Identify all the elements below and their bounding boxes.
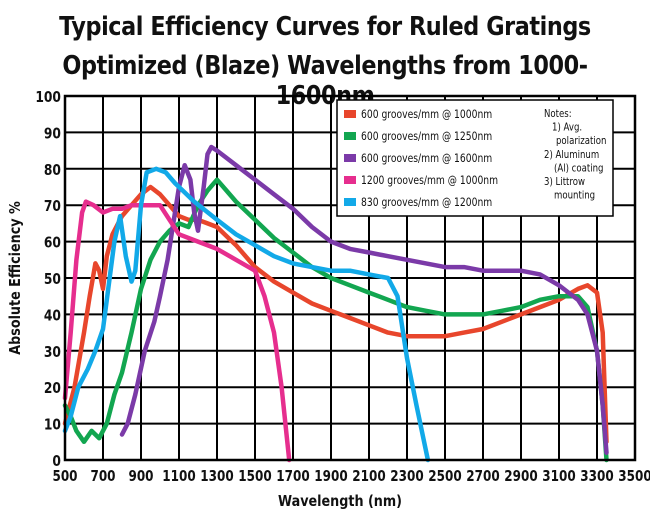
series-line-2 <box>62 177 609 463</box>
legend-note: 3) Littrow <box>544 176 585 188</box>
legend-label: 1200 grooves/mm @ 1000nm <box>361 174 498 187</box>
tick-labels: 500 700 900 1100 1300 1500 1700 1900 2100 2300 250… <box>35 89 650 486</box>
y-axis-label: Absolute Efficiency % <box>7 201 24 355</box>
x-tick-label: 3500 <box>618 468 650 486</box>
x-tick-label: 500 <box>52 468 77 486</box>
x-tick-label: 3100 <box>542 468 575 486</box>
legend-swatch <box>344 154 356 162</box>
chart-title: Typical Efficiency Curves for Ruled Grat… <box>59 12 591 42</box>
legend-swatch <box>344 132 356 140</box>
chart-subtitle: Optimized (Blaze) Wavelengths from 1000-… <box>62 51 588 111</box>
x-tick-label: 3300 <box>580 468 613 486</box>
legend-label: 600 grooves/mm @ 1600nm <box>361 152 492 165</box>
y-tick-label: 70 <box>44 198 61 215</box>
y-tick-label: 30 <box>44 344 61 361</box>
x-tick-label: 2300 <box>390 468 423 486</box>
legend-note: 1) Avg. <box>552 122 582 134</box>
legend-notes: Notes: 1) Avg.polarization 2) Aluminum(Al)… <box>544 108 606 202</box>
x-tick-label: 1100 <box>162 468 195 486</box>
y-tick-label: 40 <box>44 307 61 324</box>
legend-label: 830 grooves/mm @ 1200nm <box>361 196 492 209</box>
x-tick-label: 2700 <box>466 468 499 486</box>
series-lines <box>62 144 609 463</box>
y-tick-label: 20 <box>44 380 61 397</box>
y-tick-label: 0 <box>52 453 61 470</box>
series-line-3 <box>119 144 609 455</box>
legend: 600 grooves/mm @ 1000nm 600 grooves/mm @ … <box>336 99 614 217</box>
y-tick-label: 80 <box>44 162 61 179</box>
legend-swatch <box>344 198 356 206</box>
legend-note: Notes: <box>544 108 572 120</box>
y-tick-label: 10 <box>44 416 61 433</box>
x-tick-label: 2500 <box>428 468 461 486</box>
series-line-1 <box>62 184 609 445</box>
x-tick-label: 1300 <box>200 468 233 486</box>
x-tick-label: 1700 <box>276 468 309 486</box>
series-line-4 <box>62 199 292 463</box>
y-tick-label: 90 <box>44 125 61 142</box>
x-tick-label: 900 <box>128 468 153 486</box>
plot-frame <box>63 94 637 462</box>
x-tick-label: 1500 <box>238 468 271 486</box>
y-tick-label: 100 <box>35 89 61 106</box>
legend-swatch <box>344 176 356 184</box>
legend-note: mounting <box>554 190 595 202</box>
x-tick-label: 700 <box>90 468 115 486</box>
y-tick-label: 60 <box>44 234 61 251</box>
series-line-5 <box>62 166 431 463</box>
x-tick-label: 2900 <box>504 468 537 486</box>
x-axis-label: Wavelength (nm) <box>278 493 402 510</box>
legend-label: 600 grooves/mm @ 1250nm <box>361 130 492 143</box>
y-tick-label: 50 <box>44 271 61 288</box>
x-tick-label: 1900 <box>314 468 347 486</box>
legend-note: 2) Aluminum <box>544 149 599 161</box>
legend-box <box>336 99 614 217</box>
legend-note: polarization <box>556 135 606 147</box>
legend-note: (Al) coating <box>554 162 604 174</box>
legend-swatch <box>344 110 356 118</box>
x-tick-label: 2100 <box>352 468 385 486</box>
legend-label: 600 grooves/mm @ 1000nm <box>361 108 492 121</box>
